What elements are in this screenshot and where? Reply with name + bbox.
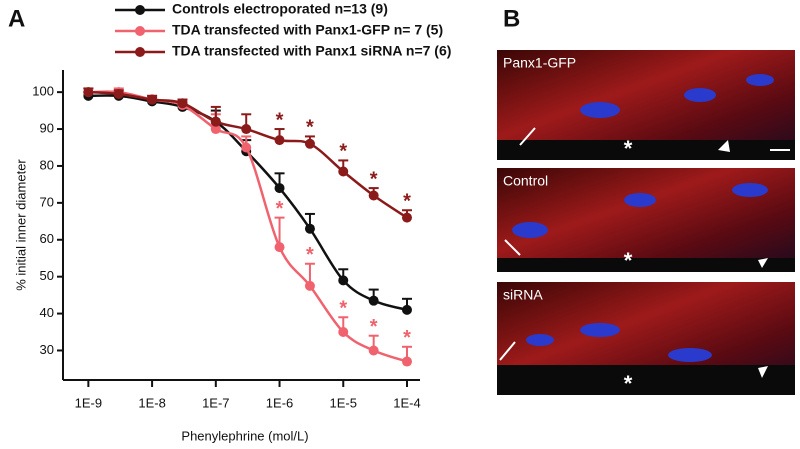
y-tick-label: 80 <box>40 157 54 172</box>
significance-label: * <box>306 244 314 266</box>
image-panels <box>497 50 795 395</box>
significance-label: * <box>370 168 378 190</box>
x-tick-label: 1E-5 <box>330 395 357 410</box>
significance-label: * <box>403 327 411 349</box>
legend-label: TDA transfected with Panx1-GFP n= 7 (5) <box>172 22 443 38</box>
x-tick-label: 1E-7 <box>202 395 229 410</box>
data-point <box>274 242 285 253</box>
x-tick-label: 1E-8 <box>138 395 165 410</box>
y-tick-label: 70 <box>40 194 54 209</box>
legend-marker <box>135 47 145 57</box>
y-tick-label: 30 <box>40 342 54 357</box>
image-marker: * <box>624 371 633 396</box>
y-tick-label: 60 <box>40 231 54 246</box>
y-axis-label: % initial inner diameter <box>13 159 28 291</box>
panel-letter: B <box>503 5 520 32</box>
micrograph <box>497 50 795 160</box>
x-tick-label: 1E-6 <box>266 395 293 410</box>
data-point <box>304 138 315 149</box>
data-point <box>338 275 349 286</box>
x-tick-label: 1E-4 <box>393 395 420 410</box>
data-point <box>338 327 349 338</box>
significance-label: * <box>403 191 411 213</box>
data-point <box>368 345 379 356</box>
data-point <box>241 142 252 153</box>
data-point <box>241 124 252 135</box>
significance-label: * <box>370 316 378 338</box>
data-point <box>401 356 412 367</box>
data-point <box>210 124 221 135</box>
data-point <box>304 280 315 291</box>
image-label: Panx1-GFP <box>503 55 576 71</box>
significance-label: * <box>339 141 347 163</box>
data-point <box>177 98 188 109</box>
significance-label: * <box>306 117 314 139</box>
data-point <box>274 183 285 194</box>
image-marker: * <box>624 136 633 161</box>
legend-marker <box>135 5 145 15</box>
data-point <box>338 166 349 177</box>
micrograph <box>497 282 795 395</box>
significance-label: * <box>276 198 284 220</box>
legend-marker <box>135 26 145 36</box>
data-point <box>368 295 379 306</box>
x-tick-label: 1E-9 <box>75 395 102 410</box>
y-tick-label: 100 <box>32 84 54 99</box>
significance-label: * <box>339 298 347 320</box>
data-point <box>368 190 379 201</box>
data-point <box>113 88 124 99</box>
significance-label: * <box>276 109 284 131</box>
data-point <box>147 94 158 105</box>
y-tick-label: 90 <box>40 120 54 135</box>
image-marker: * <box>624 248 633 273</box>
image-label: Control <box>503 173 548 189</box>
panel-letter: A <box>8 5 25 32</box>
data-point <box>401 212 412 223</box>
legend-label: Controls electroporated n=13 (9) <box>172 1 388 17</box>
legend-label: TDA transfected with Panx1 siRNA n=7 (6) <box>172 43 451 59</box>
micrograph <box>497 168 795 272</box>
data-point <box>401 304 412 315</box>
y-tick-label: 50 <box>40 268 54 283</box>
data-point <box>210 116 221 127</box>
x-axis-label: Phenylephrine (mol/L) <box>181 428 308 443</box>
data-point <box>304 223 315 234</box>
image-label: siRNA <box>503 287 543 303</box>
data-point <box>274 135 285 146</box>
data-point <box>83 87 94 98</box>
y-tick-label: 40 <box>40 305 54 320</box>
